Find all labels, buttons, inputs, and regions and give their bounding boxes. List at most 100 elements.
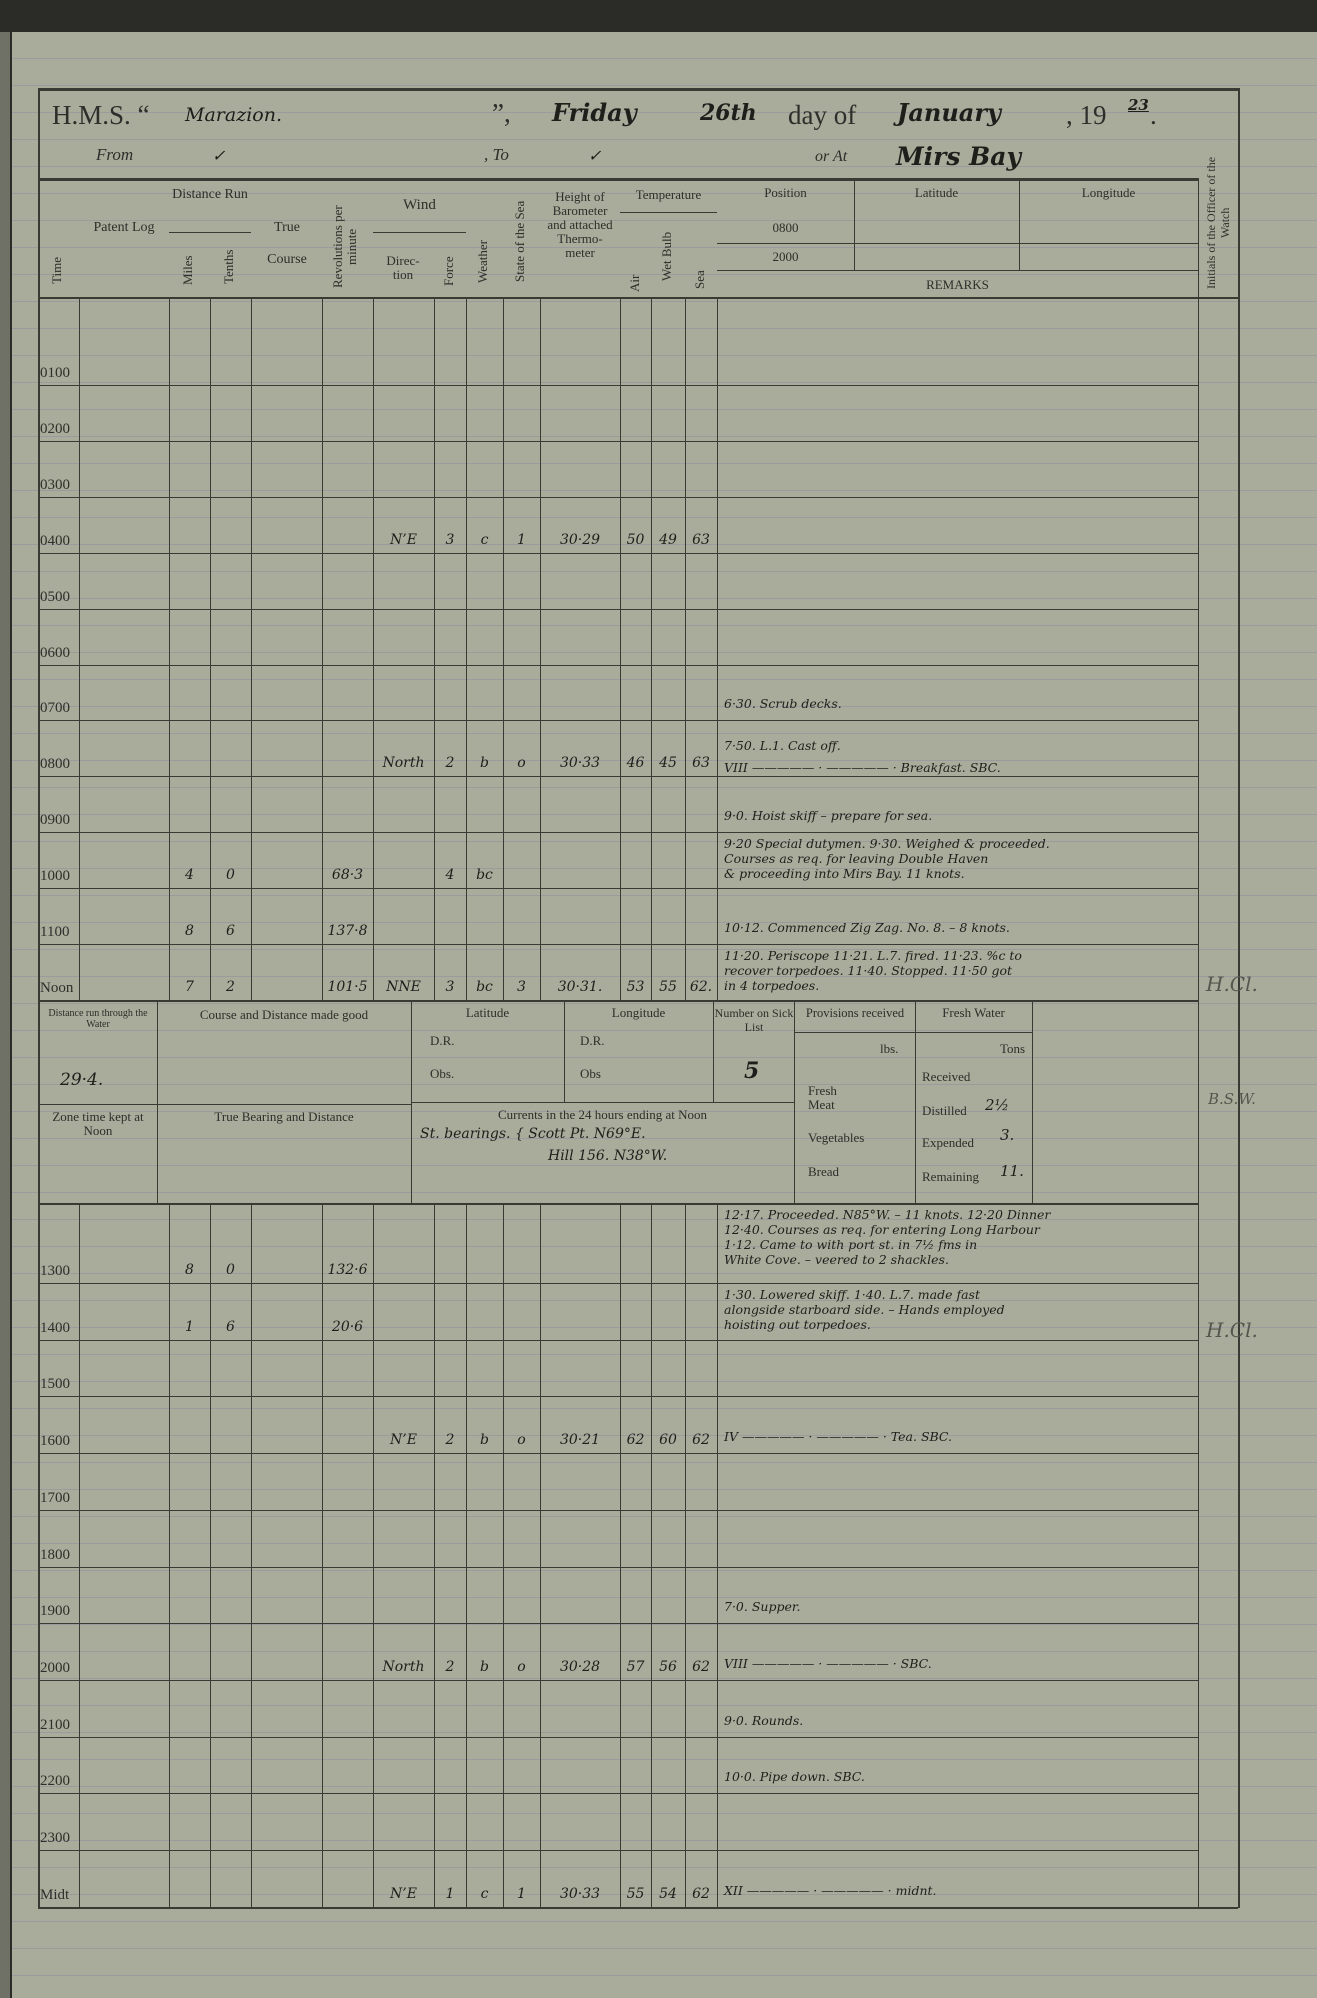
sick-list-value: 5 <box>744 1058 760 1084</box>
cell-sea-state: o <box>517 755 526 772</box>
initials-signature-afternoon: H.Cl. <box>1206 1318 1258 1342</box>
remaining-value: 11. <box>1000 1162 1024 1180</box>
column-rule <box>466 298 467 1000</box>
cell-wet: 55 <box>659 978 677 995</box>
cell-sea-state: 1 <box>517 1885 526 1902</box>
row-rule <box>38 720 1198 722</box>
remark-line: alongside starboard side. – Hands employ… <box>724 1302 1005 1317</box>
column-rule <box>251 298 252 1000</box>
tons-label: Tons <box>1000 1041 1026 1056</box>
cell-tenths: 6 <box>226 1318 235 1335</box>
cell-barometer: 30·33 <box>559 1885 601 1902</box>
to-label: , To <box>484 145 509 164</box>
col-barometer: Height of Barometer and attached Thermo-… <box>547 189 613 260</box>
row-rule <box>38 1453 1198 1455</box>
col-force: Force <box>441 256 456 286</box>
col-miles: Miles <box>180 255 195 285</box>
remark-line: 12·40. Courses as req. for entering Long… <box>724 1222 1040 1237</box>
distilled-value: 2½ <box>985 1096 1010 1114</box>
row-time: 2100 <box>40 1716 70 1733</box>
from-value: ✓ <box>212 146 226 165</box>
column-rule <box>620 298 621 1000</box>
cell-revs: 137·8 <box>327 923 368 939</box>
row-time: 0200 <box>40 420 70 437</box>
cell-tenths: 6 <box>226 923 235 939</box>
latitude-label: Latitude <box>465 1005 510 1020</box>
column-rule <box>620 1203 621 1907</box>
column-rule <box>210 1203 211 1907</box>
remark-line: 6·30. Scrub decks. <box>724 696 842 712</box>
row-time: 1100 <box>40 924 70 940</box>
cell-barometer: 30·21 <box>559 1432 601 1449</box>
remark-line: 9·20 Special dutymen. 9·30. Weighed & pr… <box>724 836 1050 852</box>
cell-tenths: 0 <box>226 867 235 884</box>
cell-dir: N’E <box>390 531 417 548</box>
initials-divider <box>1198 178 1199 1908</box>
row-time: 0500 <box>40 588 70 605</box>
row-rule <box>38 1850 1198 1851</box>
year-suffix: 23 <box>1128 96 1149 114</box>
cell-sea-state: o <box>517 1432 526 1449</box>
frame-bottom <box>38 1907 1238 1909</box>
cell-barometer: 30·28 <box>559 1658 601 1675</box>
column-rule <box>685 298 686 1000</box>
row-rule <box>38 1623 1198 1625</box>
fresh-meat-label: Fresh Meat <box>808 1083 837 1112</box>
cell-wet: 60 <box>659 1432 677 1449</box>
vegetables-label: Vegetables <box>808 1130 865 1145</box>
cell-miles: 8 <box>185 923 194 939</box>
col-wet-bulb: Wet Bulb <box>659 231 674 281</box>
row-time: Noon <box>40 979 74 996</box>
column-rule <box>717 298 718 1000</box>
cell-sea: 62 <box>692 1885 710 1902</box>
cell-wet: 56 <box>659 1658 677 1675</box>
row-rule <box>38 1566 1198 1568</box>
cell-barometer: 30·29 <box>559 531 601 548</box>
column-rule <box>373 1203 374 1907</box>
from-label: From <box>96 145 134 164</box>
col-direction: Direc- tion <box>386 253 420 282</box>
row-rule <box>38 888 1198 890</box>
weekday: Friday <box>552 98 637 127</box>
cell-sea-state: 3 <box>517 978 526 995</box>
remark-line: 9·0. Hoist skiff – prepare for sea. <box>724 808 933 824</box>
cell-air: 46 <box>626 755 645 772</box>
col-position: Position <box>764 185 807 200</box>
frame-top <box>38 88 1238 91</box>
row-time: Midt <box>40 1886 70 1903</box>
frame-left <box>38 88 40 1908</box>
year-prefix: , 19 <box>1066 100 1107 130</box>
row-rule <box>38 776 1198 778</box>
col-initials: Initials of the Officer of the Watch <box>1204 156 1232 290</box>
cell-force: 1 <box>445 1885 455 1902</box>
column-rule <box>540 1203 541 1907</box>
cell-dir: North <box>382 755 425 772</box>
row-rule <box>38 944 1198 945</box>
remark-line: 12·17. Proceeded. N85°W. – 11 knots. 12·… <box>724 1207 1051 1222</box>
cell-dir: NNE <box>386 978 421 995</box>
cell-force: 4 <box>445 867 455 884</box>
cell-miles: 7 <box>185 978 194 995</box>
remark-line: 10·12. Commenced Zig Zag. No. 8. – 8 kno… <box>724 920 1010 935</box>
cell-sea-state: 1 <box>517 531 526 548</box>
remark-line: XII ————— · ————— · midnt. <box>724 1882 937 1898</box>
title-period: . <box>1150 100 1157 130</box>
column-rule <box>651 298 652 1000</box>
col-position-0800: 0800 <box>772 220 799 235</box>
col-sea: Sea <box>692 270 707 290</box>
row-time: 1900 <box>40 1603 70 1620</box>
remark-line: 10·0. Pipe down. SBC. <box>724 1769 865 1785</box>
cell-sea-state: o <box>517 1658 526 1675</box>
initials-signature-middle: B.S.W. <box>1208 1090 1256 1108</box>
remark-line: VIII ————— · ————— · SBC. <box>724 1655 932 1671</box>
at-label: or At <box>815 148 848 165</box>
remark-line: recover torpedoes. 11·40. Stopped. 11·50… <box>724 963 1013 978</box>
cell-wet: 45 <box>659 755 677 772</box>
hms-label: H.M.S. “ <box>52 100 150 130</box>
row-rule <box>38 1339 1198 1341</box>
cell-revs: 132·6 <box>327 1262 368 1278</box>
remark-line: White Cove. – veered to 2 shackles. <box>724 1252 949 1267</box>
frame-right <box>1238 88 1240 1908</box>
column-rule <box>79 298 80 1000</box>
column-rule <box>79 1203 80 1907</box>
